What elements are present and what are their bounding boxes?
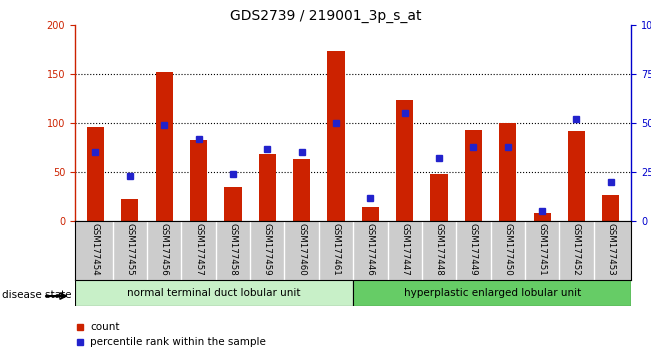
Text: GSM177446: GSM177446: [366, 223, 375, 276]
Text: normal terminal duct lobular unit: normal terminal duct lobular unit: [127, 288, 301, 298]
Text: GSM177453: GSM177453: [606, 223, 615, 276]
Text: GSM177450: GSM177450: [503, 223, 512, 276]
Bar: [465, 130, 482, 221]
Text: GSM177459: GSM177459: [263, 223, 271, 276]
Bar: [327, 51, 344, 221]
Bar: [568, 131, 585, 221]
Bar: [293, 159, 311, 221]
Text: GSM177452: GSM177452: [572, 223, 581, 276]
Bar: [362, 207, 379, 221]
Text: GSM177454: GSM177454: [91, 223, 100, 276]
Text: GSM177457: GSM177457: [194, 223, 203, 276]
Text: GSM177449: GSM177449: [469, 223, 478, 276]
Bar: [396, 101, 413, 221]
Bar: [225, 187, 242, 221]
Text: hyperplastic enlarged lobular unit: hyperplastic enlarged lobular unit: [404, 288, 581, 298]
Text: GSM177447: GSM177447: [400, 223, 409, 276]
Text: GSM177448: GSM177448: [435, 223, 443, 276]
Bar: [430, 174, 448, 221]
Bar: [602, 195, 620, 221]
Text: disease state: disease state: [2, 290, 72, 300]
Bar: [353, 280, 631, 306]
Bar: [258, 154, 276, 221]
Bar: [87, 127, 104, 221]
Bar: [499, 123, 516, 221]
Text: GSM177451: GSM177451: [538, 223, 547, 276]
Bar: [75, 280, 353, 306]
Text: GSM177458: GSM177458: [229, 223, 238, 276]
Text: percentile rank within the sample: percentile rank within the sample: [90, 337, 266, 348]
Text: GSM177461: GSM177461: [331, 223, 340, 276]
Text: count: count: [90, 321, 119, 332]
Bar: [156, 72, 173, 221]
Bar: [190, 140, 207, 221]
Bar: [534, 213, 551, 221]
Bar: [121, 199, 139, 221]
Text: GSM177456: GSM177456: [159, 223, 169, 276]
Text: GDS2739 / 219001_3p_s_at: GDS2739 / 219001_3p_s_at: [230, 9, 421, 23]
Text: GSM177460: GSM177460: [297, 223, 306, 276]
Text: GSM177455: GSM177455: [126, 223, 134, 276]
